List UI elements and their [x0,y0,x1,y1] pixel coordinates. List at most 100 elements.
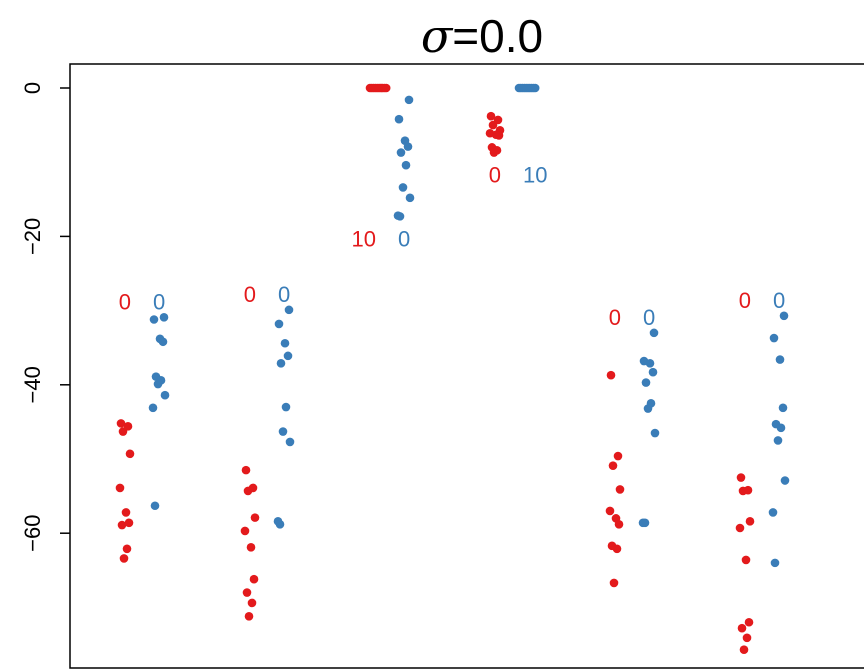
blue-count-label: 0 [643,305,655,330]
red-point [745,517,755,526]
red-point [609,578,619,588]
blue-point [283,351,293,361]
red-point [381,83,391,93]
red-point [118,427,128,436]
red-point [606,370,616,380]
blue-count-label: 10 [523,163,547,188]
red-point [243,486,253,496]
blue-point [641,378,651,387]
red-count-label: 0 [489,163,501,188]
red-count-label: 0 [609,305,621,330]
red-count-label: 0 [119,289,131,314]
blue-point [160,390,170,400]
blue-point [396,148,406,157]
blue-point [650,428,660,438]
blue-point [645,358,655,368]
red-point [494,131,504,140]
plot-border [69,63,864,669]
blue-point [780,476,790,485]
red-count-label: 0 [244,282,256,307]
red-point [119,554,129,563]
blue-point [404,95,414,105]
blue-point [280,338,290,348]
y-tick-label: −20 [20,218,45,255]
red-point [615,485,625,494]
blue-point [153,379,163,389]
blue-point [768,508,778,517]
blue-point [159,312,169,322]
red-count-label: 0 [739,288,751,313]
blue-point [643,404,653,413]
count-labels: 0 0 0 010 00 100 00 0 [119,163,786,330]
blue-point [649,328,659,338]
red-point [244,612,254,621]
red-point [250,513,260,522]
y-tick-label: −40 [20,366,45,403]
blue-point [769,333,779,343]
blue-point [150,501,160,511]
blue-point [776,423,786,433]
red-point [122,544,132,554]
blue-point [405,193,415,203]
blue-point [770,558,780,568]
red-point [737,623,747,633]
red-point [612,544,622,554]
blue-point [148,403,158,413]
red-point [246,542,256,552]
y-tick-label: −60 [20,515,45,552]
plot-frame [69,63,864,669]
blue-count-label: 0 [398,226,410,251]
red-point [738,486,748,496]
blue-point [648,367,658,377]
chart-title-symbol: σ [421,9,454,63]
red-point [744,617,754,627]
red-point [741,555,751,565]
blue-point [395,212,405,221]
blue-point [394,114,404,124]
red-point [488,120,498,130]
red-point [242,588,252,597]
blue-point [778,403,788,413]
red-point [735,523,745,533]
red-point [739,645,749,654]
blue-point [275,519,285,529]
blue-point [278,427,288,436]
blue-point [530,83,540,93]
blue-point [640,518,650,528]
blue-point [149,315,159,324]
red-point [249,574,259,584]
red-point [489,148,499,157]
red-point [240,526,250,536]
red-point [115,483,125,493]
red-point [614,519,624,529]
red-point [125,449,135,459]
data-points [115,83,790,654]
red-point [124,518,134,528]
blue-count-label: 0 [773,288,785,313]
red-point [117,520,127,530]
red-point [247,598,257,608]
blue-point [274,319,284,329]
red-point [608,461,618,470]
red-count-label: 10 [352,226,376,251]
blue-point [773,436,783,445]
red-point [742,633,752,643]
y-axis: 0 −20 −40 −60 [20,82,70,552]
chart-title-value: =0.0 [452,10,543,62]
blue-point [284,305,294,315]
blue-point [401,160,411,170]
blue-count-label: 0 [153,289,165,314]
red-point [121,508,131,517]
blue-point [276,358,286,368]
blue-point [779,311,789,321]
blue-point [403,142,413,151]
red-point [116,419,126,428]
chart-title: σ=0.0 [421,9,543,63]
blue-point [775,355,785,364]
blue-count-label: 0 [278,282,290,307]
y-tick-label: 0 [20,82,45,94]
red-point [613,451,623,461]
red-point [605,506,615,516]
red-point [736,473,746,482]
